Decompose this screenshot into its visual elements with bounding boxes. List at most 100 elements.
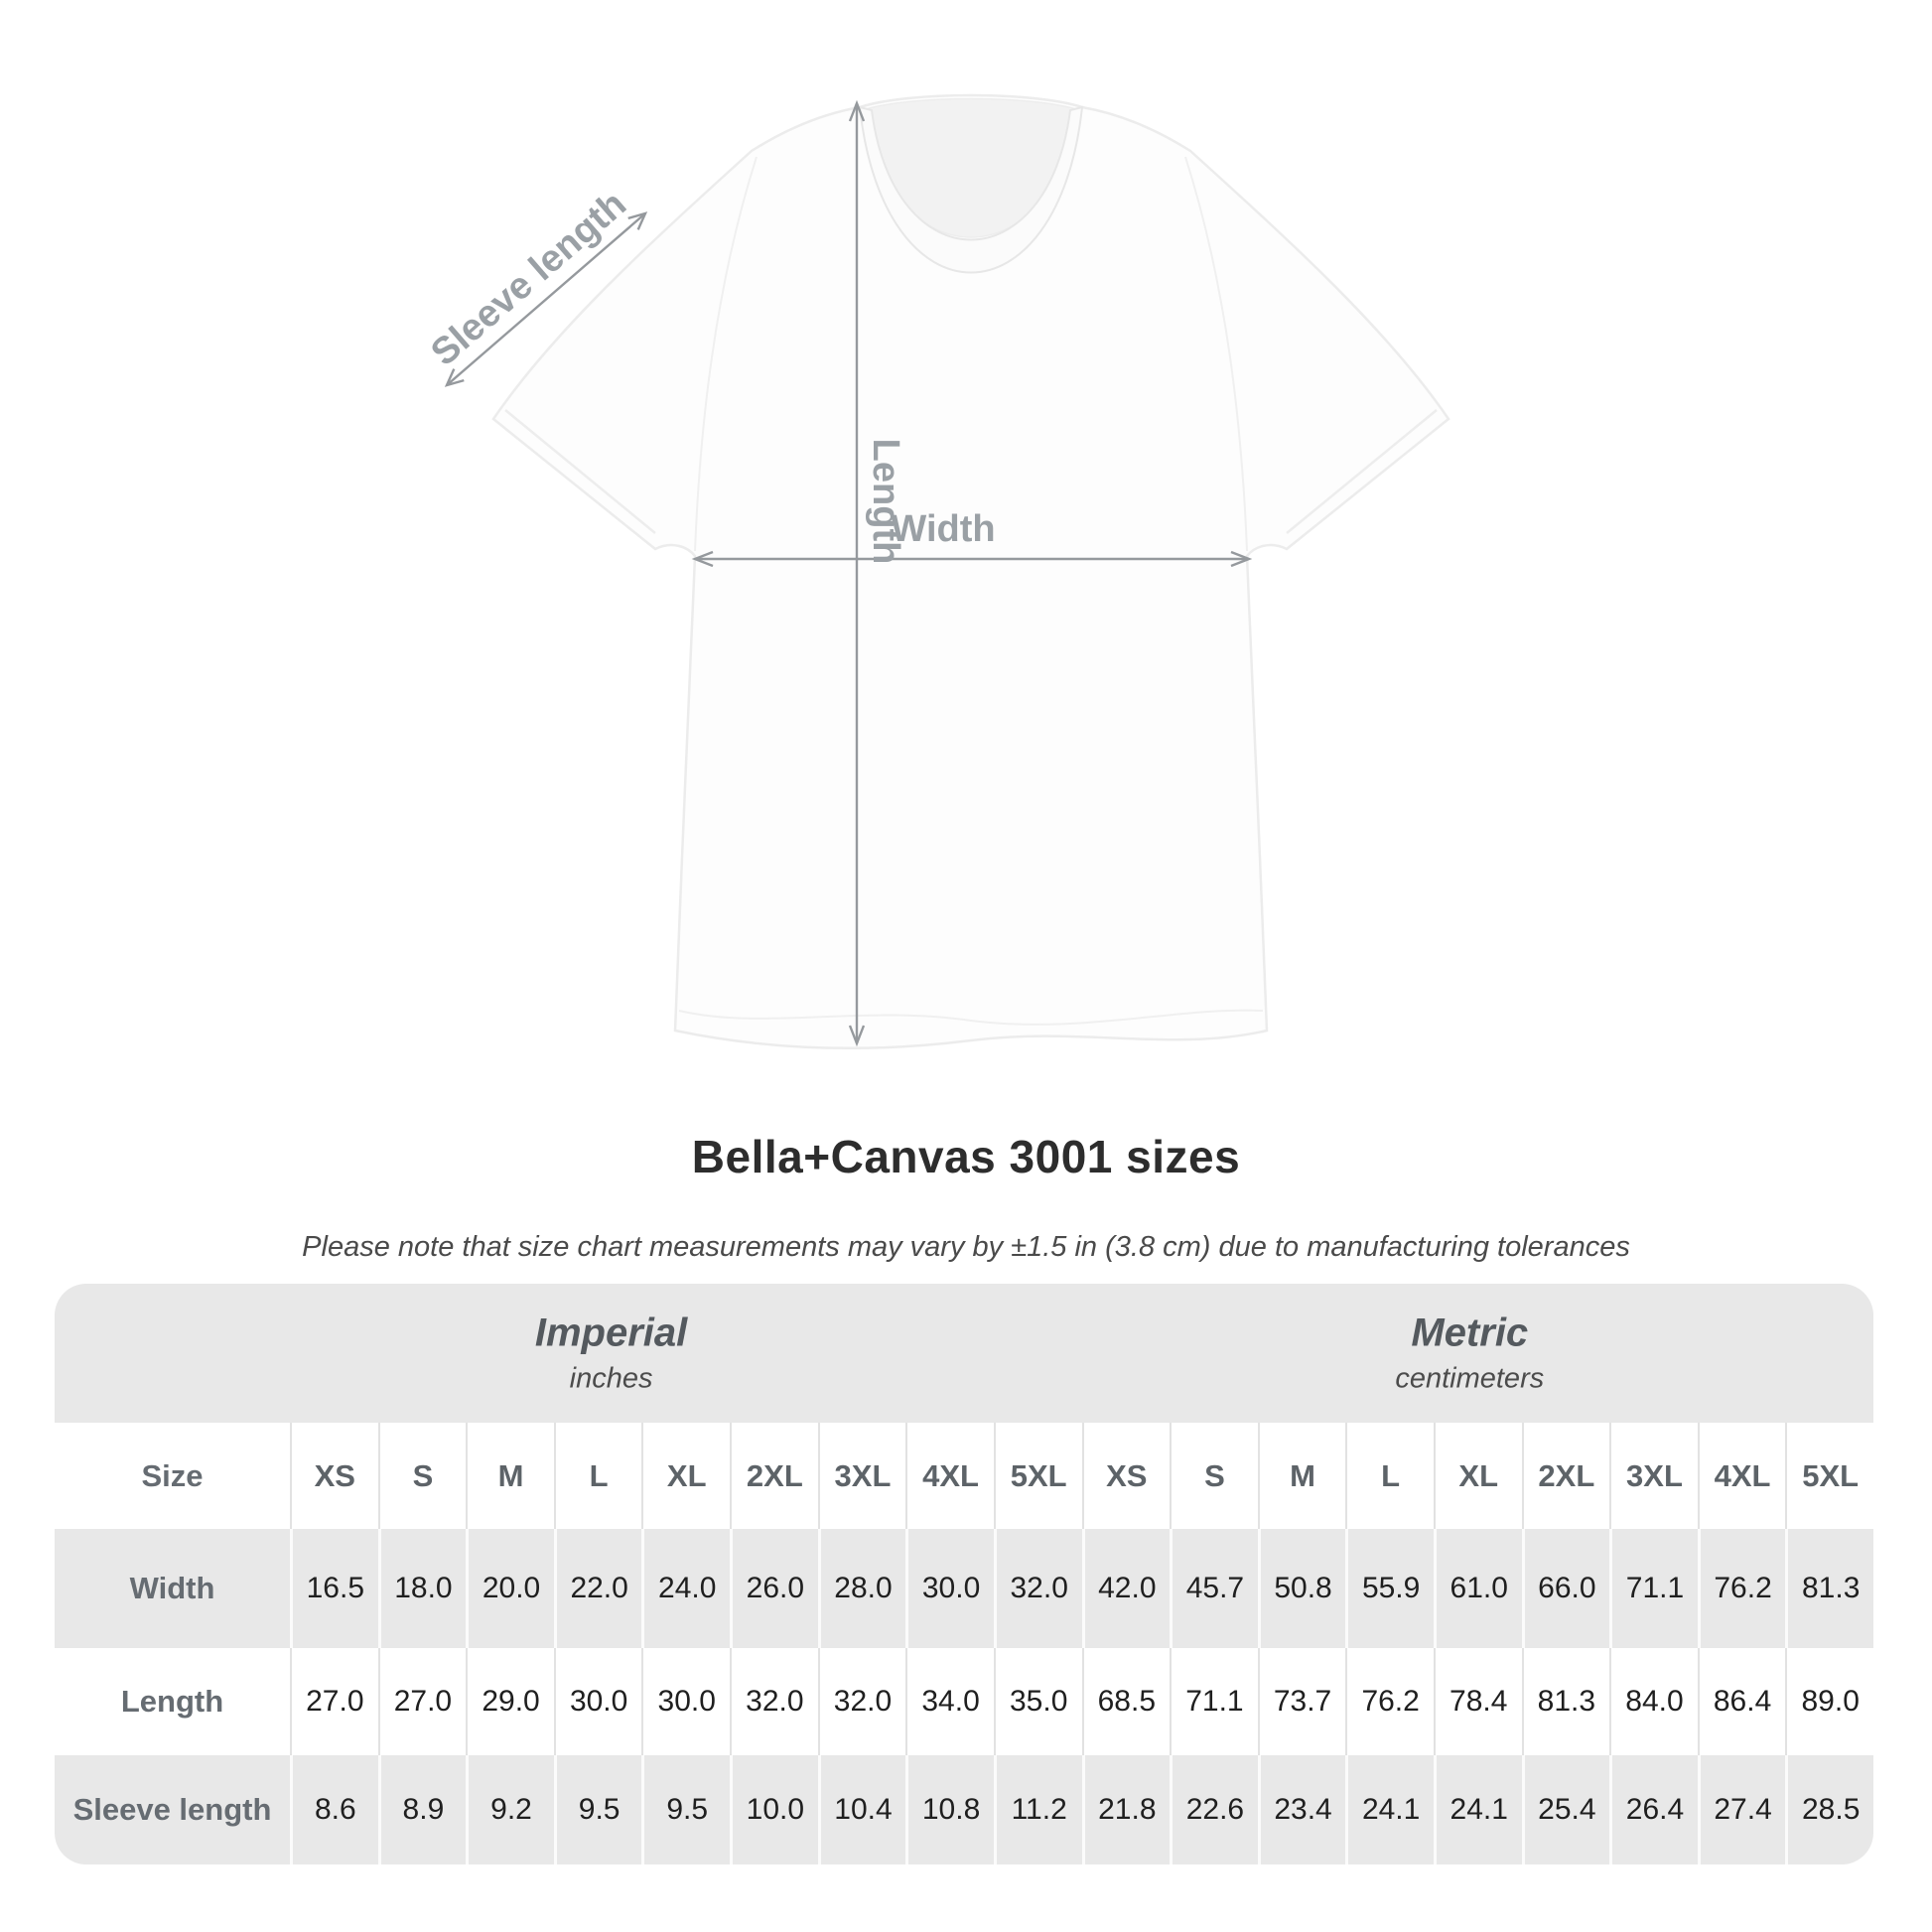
unit-header-band: Imperial inches Metric centimeters [55,1284,1873,1423]
column-header: 3XL [1609,1423,1698,1529]
length-value-cell: 78.4 [1433,1648,1522,1755]
right-armhole-seam [1184,156,1248,552]
length-value-cell: 27.0 [290,1648,378,1755]
metric-label: Metric [1411,1311,1529,1355]
length-value-cell: 34.0 [905,1648,994,1755]
width-value-cell: 24.0 [641,1529,731,1648]
column-header: XS [290,1423,378,1529]
sleeve-value-cell: 26.4 [1609,1755,1698,1864]
sleeve-value-cell: 9.5 [641,1755,731,1864]
column-header: M [1257,1423,1346,1529]
width-arrow [691,550,1253,568]
imperial-label: Imperial [534,1311,688,1355]
width-value-cell: 76.2 [1697,1529,1786,1648]
length-value-cell: 68.5 [1081,1648,1171,1755]
column-header: 4XL [1697,1423,1786,1529]
width-value-cell: 30.0 [905,1529,994,1648]
width-value-cell: 45.7 [1170,1529,1258,1648]
length-value-cell: 86.4 [1697,1648,1786,1755]
sleeve-value-cell: 21.8 [1081,1755,1171,1864]
column-header: L [553,1423,642,1529]
sleeve-value-cell: 9.5 [553,1755,642,1864]
sleeve-length-row: Sleeve length 8.6 8.9 9.2 9.5 9.5 10.0 10.4 10.… [55,1755,1873,1864]
row-label-sleeve-length: Sleeve length [55,1755,290,1864]
tshirt-diagram: Sleeve length Length Width [423,93,1450,1049]
sleeve-value-cell: 8.6 [290,1755,378,1864]
width-value-cell: 18.0 [377,1529,467,1648]
collar-band [858,105,1084,274]
row-label-size: Size [55,1423,290,1529]
imperial-unit: inches [569,1362,653,1395]
imperial-group-header: Imperial inches [535,1311,687,1396]
length-value-cell: 30.0 [641,1648,731,1755]
width-value-cell: 42.0 [1081,1529,1171,1648]
left-cuff-seam [504,409,656,534]
column-header: S [1170,1423,1258,1529]
column-header: M [466,1423,554,1529]
length-value-cell: 89.0 [1785,1648,1873,1755]
column-header: 2XL [730,1423,818,1529]
width-value-cell: 61.0 [1433,1529,1522,1648]
width-value-cell: 22.0 [553,1529,642,1648]
sleeve-value-cell: 28.5 [1785,1755,1873,1864]
column-header: 5XL [1785,1423,1873,1529]
sleeve-value-cell: 24.1 [1433,1755,1522,1864]
column-header: 2XL [1521,1423,1610,1529]
length-value-cell: 27.0 [377,1648,467,1755]
column-header: 4XL [905,1423,994,1529]
length-value-cell: 84.0 [1609,1648,1698,1755]
row-label-length: Length [55,1648,290,1755]
width-value-cell: 50.8 [1257,1529,1346,1648]
width-value-cell: 71.1 [1609,1529,1698,1648]
sleeve-value-cell: 22.6 [1170,1755,1258,1864]
length-label: Length [865,439,906,565]
sleeve-value-cell: 10.8 [905,1755,994,1864]
length-value-cell: 32.0 [817,1648,906,1755]
left-armhole-seam [694,156,758,552]
metric-group-header: Metric centimeters [1395,1311,1544,1396]
length-row: Length 27.0 27.0 29.0 30.0 30.0 32.0 32.0 34.0 3… [55,1648,1873,1755]
width-label: Width [891,508,995,550]
width-value-cell: 32.0 [993,1529,1082,1648]
width-value-cell: 28.0 [817,1529,906,1648]
sleeve-value-cell: 24.1 [1345,1755,1434,1864]
length-value-cell: 32.0 [730,1648,818,1755]
length-value-cell: 71.1 [1170,1648,1258,1755]
width-value-cell: 66.0 [1521,1529,1610,1648]
sleeve-value-cell: 23.4 [1257,1755,1346,1864]
width-value-cell: 81.3 [1785,1529,1873,1648]
tolerance-note: Please note that size chart measurements… [302,1231,1630,1263]
size-header-row: Size XS S M L XL 2XL 3XL 4XL 5XL XS S M L XL 2XL 3XL 4XL… [55,1423,1873,1529]
metric-unit: centimeters [1395,1362,1545,1395]
column-header: XS [1081,1423,1171,1529]
column-header: XL [641,1423,731,1529]
column-header: S [377,1423,467,1529]
page-title: Bella+Canvas 3001 sizes [691,1131,1241,1182]
sleeve-value-cell: 10.0 [730,1755,818,1864]
length-value-cell: 35.0 [993,1648,1082,1755]
tshirt-body [491,93,1450,1049]
width-row: Width 16.5 18.0 20.0 22.0 24.0 26.0 28.0 30.0 32… [55,1529,1873,1648]
length-value-cell: 81.3 [1521,1648,1610,1755]
sleeve-length-arrow [444,211,648,387]
column-header: L [1345,1423,1434,1529]
length-value-cell: 73.7 [1257,1648,1346,1755]
size-table: Imperial inches Metric centimeters Size … [55,1284,1873,1864]
length-value-cell: 30.0 [553,1648,642,1755]
column-header: 5XL [993,1423,1082,1529]
length-value-cell: 29.0 [466,1648,554,1755]
width-value-cell: 26.0 [730,1529,818,1648]
width-value-cell: 16.5 [290,1529,378,1648]
length-value-cell: 76.2 [1345,1648,1434,1755]
sleeve-value-cell: 9.2 [466,1755,554,1864]
length-arrow [848,99,866,1047]
width-value-cell: 55.9 [1345,1529,1434,1648]
sleeve-value-cell: 11.2 [993,1755,1082,1864]
hem-seam [678,1009,1264,1026]
column-header: 3XL [817,1423,906,1529]
sleeve-value-cell: 8.9 [377,1755,467,1864]
sleeve-value-cell: 10.4 [817,1755,906,1864]
sleeve-value-cell: 27.4 [1697,1755,1786,1864]
width-value-cell: 20.0 [466,1529,554,1648]
